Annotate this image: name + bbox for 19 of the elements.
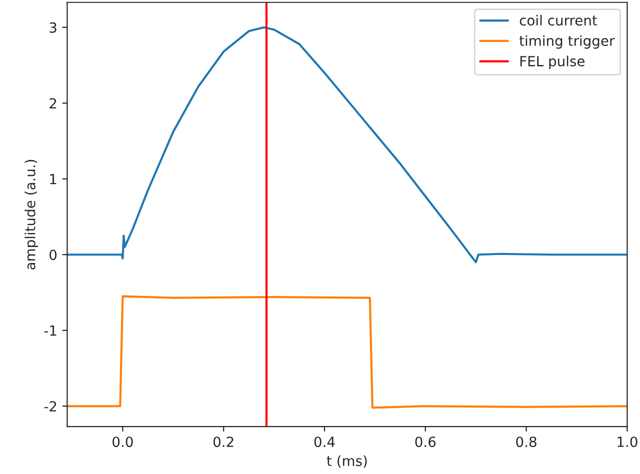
y-tick-label: 0 (50, 250, 57, 260)
x-tick-label: 0.0 (112, 436, 133, 448)
x-axis-title: t (ms) (326, 455, 367, 468)
legend-label: coil current (520, 14, 598, 26)
y-tick-label: -1 (44, 326, 56, 336)
legend-label: timing trigger (519, 35, 615, 49)
x-tick-label: 0.6 (415, 436, 436, 448)
y-axis-title: amplitude (a.u.) (24, 160, 38, 270)
line-series (67, 295, 628, 409)
y-tick-label: 2 (50, 98, 56, 108)
line-series (67, 26, 628, 264)
x-tick-label: 0.2 (213, 436, 234, 448)
legend-label: FEL pulse (520, 56, 585, 70)
x-tick-label: 0.8 (516, 436, 536, 448)
y-tick-label: 3 (50, 22, 56, 33)
y-tick-label: -2 (44, 401, 56, 412)
y-tick-label: 1 (50, 174, 56, 184)
x-tick-label: 0.4 (314, 436, 335, 448)
x-tick-label: 1.0 (618, 436, 638, 448)
